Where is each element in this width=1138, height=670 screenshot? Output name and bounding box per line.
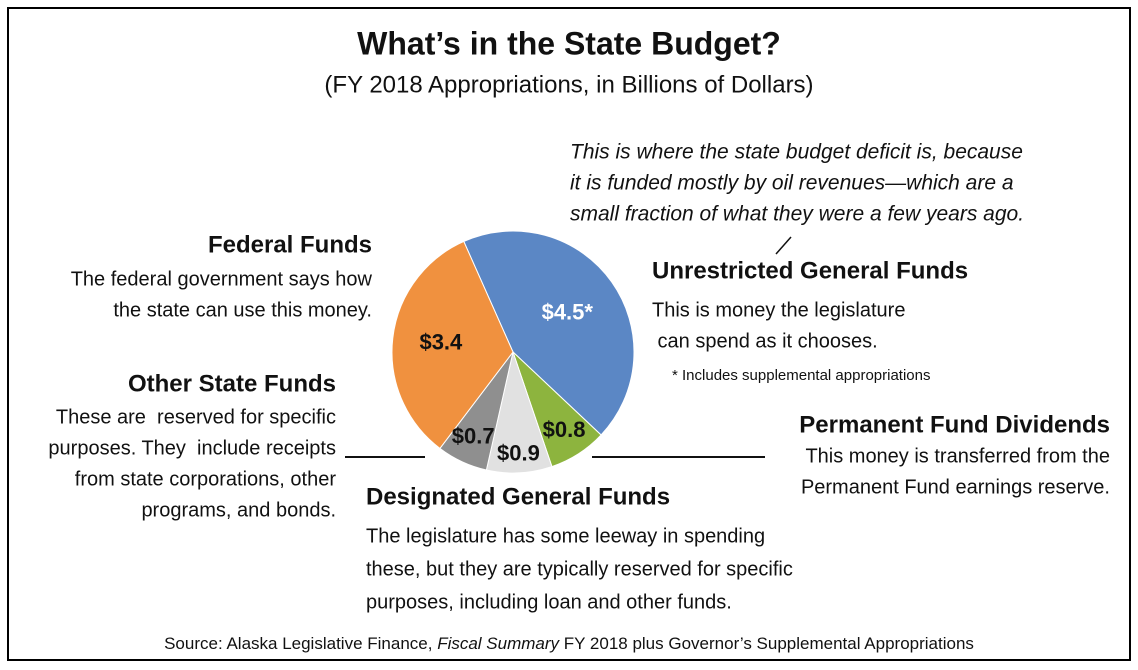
pie-slice: [391, 240, 514, 450]
source-part: FY 2018 plus Governor’s Supplemental App…: [559, 634, 974, 653]
legend-description: from state corporations, other: [75, 468, 337, 490]
pie-slice: [463, 230, 635, 436]
legend-description: purposes, including loan and other funds…: [366, 591, 732, 613]
legend-description: This money is transferred from the: [805, 445, 1110, 467]
legend-description: Permanent Fund earnings reserve.: [801, 476, 1110, 498]
legend-description: these, but they are typically reserved f…: [366, 558, 793, 580]
legend-heading: Unrestricted General Funds: [652, 257, 968, 284]
annotation: small fraction of what they were a few y…: [570, 203, 1024, 226]
annotation: This is where the state budget deficit i…: [570, 141, 1023, 164]
legend-description: can spend as it chooses.: [652, 330, 878, 352]
annotation: it is funded mostly by oil revenues—whic…: [570, 172, 1014, 195]
legend-description: The legislature has some leeway in spend…: [366, 525, 765, 547]
data-label: $0.7: [452, 423, 495, 448]
legend-heading: Designated General Funds: [366, 483, 670, 510]
legend-heading: Permanent Fund Dividends: [799, 411, 1110, 438]
legend-description: the state can use this money.: [113, 299, 372, 321]
legend-description: The federal government says how: [71, 268, 373, 290]
source-part: Source: Alaska Legislative Finance,: [164, 634, 437, 653]
legend-description: purposes. They include receipts: [48, 437, 336, 459]
data-label: $0.9: [497, 441, 540, 466]
footnote: * Includes supplemental appropriations: [672, 367, 931, 384]
legend-heading: Federal Funds: [208, 231, 372, 258]
data-label: $0.8: [543, 417, 586, 442]
pie: [391, 230, 635, 474]
source: Source: Alaska Legislative Finance, Fisc…: [164, 634, 974, 653]
chart-title: What’s in the State Budget?: [357, 25, 781, 61]
annotation-leader: [775, 236, 792, 255]
legend-description: These are reserved for specific: [56, 406, 336, 428]
legend-description: programs, and bonds.: [141, 499, 336, 521]
data-label: $3.4: [419, 329, 463, 354]
data-label: $4.5*: [542, 299, 594, 324]
source-part: Fiscal Summary: [437, 634, 560, 653]
legend-heading: Other State Funds: [128, 370, 336, 397]
chart-subtitle: (FY 2018 Appropriations, in Billions of …: [324, 71, 813, 98]
legend-description: This is money the legislature: [652, 299, 905, 321]
frame: [7, 7, 1131, 661]
